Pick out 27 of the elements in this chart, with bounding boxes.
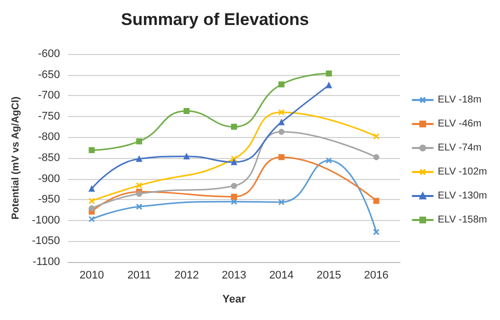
y-tick-label: -750 [38,110,60,122]
y-tick-label: -950 [38,194,60,206]
x-tick-label: 2014 [269,270,294,282]
x-tick-label: 2010 [79,270,104,282]
y-tick-label: -650 [38,68,60,81]
y-tick-label: -1100 [32,256,60,268]
legend-label: ELV -158m [438,214,488,226]
x-tick-label: 2011 [127,270,151,282]
y-axis-title: Potential (mV vs Ag/AgCl) [10,96,22,220]
x-tick-label: 2015 [316,270,342,282]
x-axis-title: Year [222,294,246,306]
legend-label: ELV -46m [438,118,482,130]
legend-label: ELV -130m [438,190,488,202]
y-tick-label: -1050 [32,235,60,248]
legend-label: ELV -74m [438,142,482,154]
x-tick-label: 2012 [174,270,199,282]
y-tick-label: -850 [38,152,60,164]
y-tick-label: -900 [38,172,60,185]
y-tick-label: -1000 [32,214,60,226]
y-tick-label: -700 [38,90,60,102]
legend-label: ELV -18m [438,94,482,106]
y-tick-label: -800 [38,131,60,144]
x-tick-label: 2016 [364,270,389,282]
chart-title: Summary of Elevations [120,10,310,29]
y-tick-label: -600 [38,48,60,60]
x-tick-label: 2013 [222,270,246,282]
legend-label: ELV -102m [438,166,488,178]
